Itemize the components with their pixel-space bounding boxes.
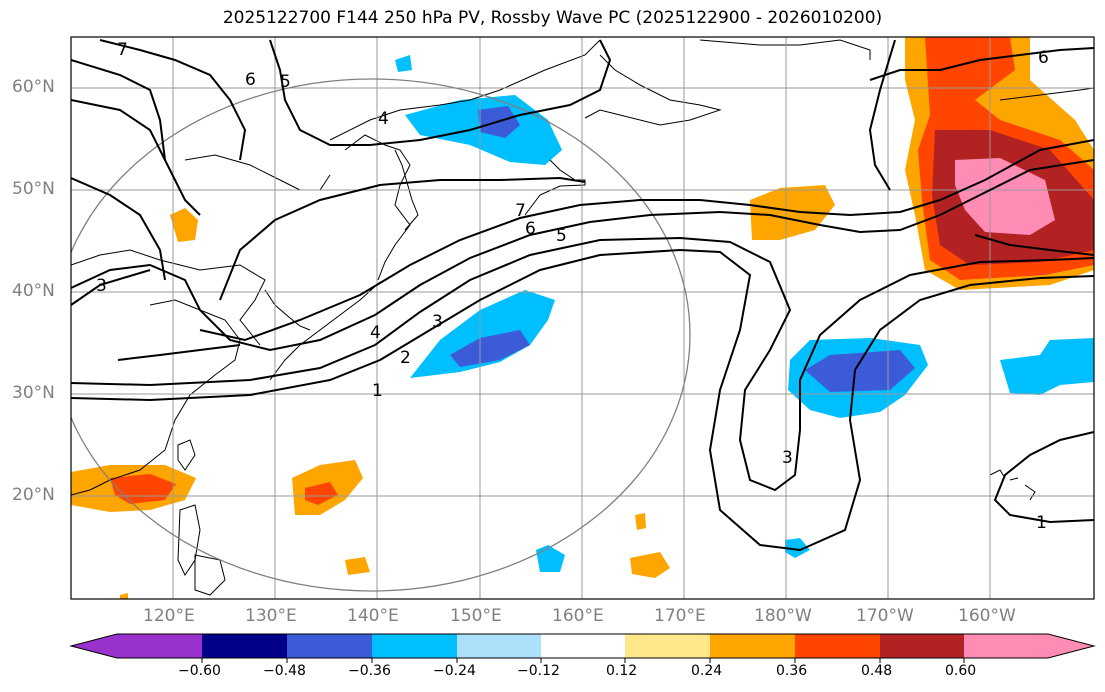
colorbar-extend-high	[1048, 634, 1094, 658]
lon-label: 170°W	[856, 606, 914, 626]
lat-label: 20°N	[12, 485, 55, 505]
colorbar-tick-label: 0.36	[776, 663, 808, 679]
lat-label: 50°N	[12, 179, 55, 199]
contour-labels: 7 6 5 4 3 7 6 5 4 3 2 1 3 6 1	[96, 40, 1049, 533]
colorbar-tick-label: −0.60	[178, 663, 221, 679]
contour-label: 6	[525, 219, 536, 239]
colorbar-tick-label: 0.12	[606, 663, 638, 679]
region-circle	[71, 78, 691, 592]
colorbar-tick-label: 0.60	[945, 663, 977, 679]
lat-label: 40°N	[12, 281, 55, 301]
contour-label: 5	[556, 226, 567, 246]
gridlines	[71, 37, 1094, 599]
pv-contours	[71, 39, 1094, 552]
contour-label: 2	[400, 348, 411, 368]
colorbar-swatch	[287, 634, 372, 658]
colorbar-swatch	[457, 634, 541, 658]
colorbar-swatch	[541, 634, 625, 658]
lon-label: 120°E	[143, 606, 195, 626]
lon-label: 170°E	[654, 606, 706, 626]
colorbar-tick-label: 0.48	[861, 663, 893, 679]
colorbar-tick-label: 0.24	[691, 663, 723, 679]
lon-label: 150°E	[450, 606, 502, 626]
colorbar-extend-low	[71, 634, 117, 658]
colorbar-swatch	[880, 634, 964, 658]
colorbar	[69, 633, 1096, 663]
colorbar-swatch	[625, 634, 710, 658]
lon-label: 160°W	[958, 606, 1016, 626]
contour-label: 7	[117, 40, 128, 60]
contour-label: 4	[378, 109, 389, 129]
colorbar-tick-label: −0.48	[263, 663, 306, 679]
colorbar-swatch	[372, 634, 457, 658]
contour-label: 4	[370, 323, 381, 343]
lon-label: 180°W	[754, 606, 812, 626]
contour-label: 6	[245, 70, 256, 90]
lon-label: 130°E	[245, 606, 297, 626]
colorbar-swatch	[710, 634, 795, 658]
lon-label: 160°E	[552, 606, 604, 626]
colorbar-swatch	[964, 634, 1048, 658]
colorbar-tick-label: −0.36	[348, 663, 391, 679]
lat-label: 30°N	[12, 383, 55, 403]
contour-label: 6	[1038, 48, 1049, 68]
colorbar-tick-label: −0.24	[433, 663, 476, 679]
coastlines	[71, 39, 1094, 596]
colorbar-swatch	[202, 634, 287, 658]
colorbar-outline	[69, 633, 1096, 659]
contour-label: 3	[782, 448, 793, 468]
contour-label: 7	[515, 201, 526, 221]
colorbar-swatch	[117, 634, 202, 658]
lon-label: 140°E	[347, 606, 399, 626]
contour-label: 5	[280, 72, 291, 92]
contour-label: 3	[96, 276, 107, 296]
lat-label: 60°N	[12, 77, 55, 97]
map-frame	[70, 36, 1095, 600]
colorbar-tick-label: −0.12	[517, 663, 560, 679]
contour-label: 1	[1036, 513, 1047, 533]
map-title: 2025122700 F144 250 hPa PV, Rossby Wave …	[222, 8, 883, 28]
colorbar-swatch	[795, 634, 880, 658]
contour-label: 3	[432, 312, 443, 332]
contour-label: 1	[372, 381, 383, 401]
